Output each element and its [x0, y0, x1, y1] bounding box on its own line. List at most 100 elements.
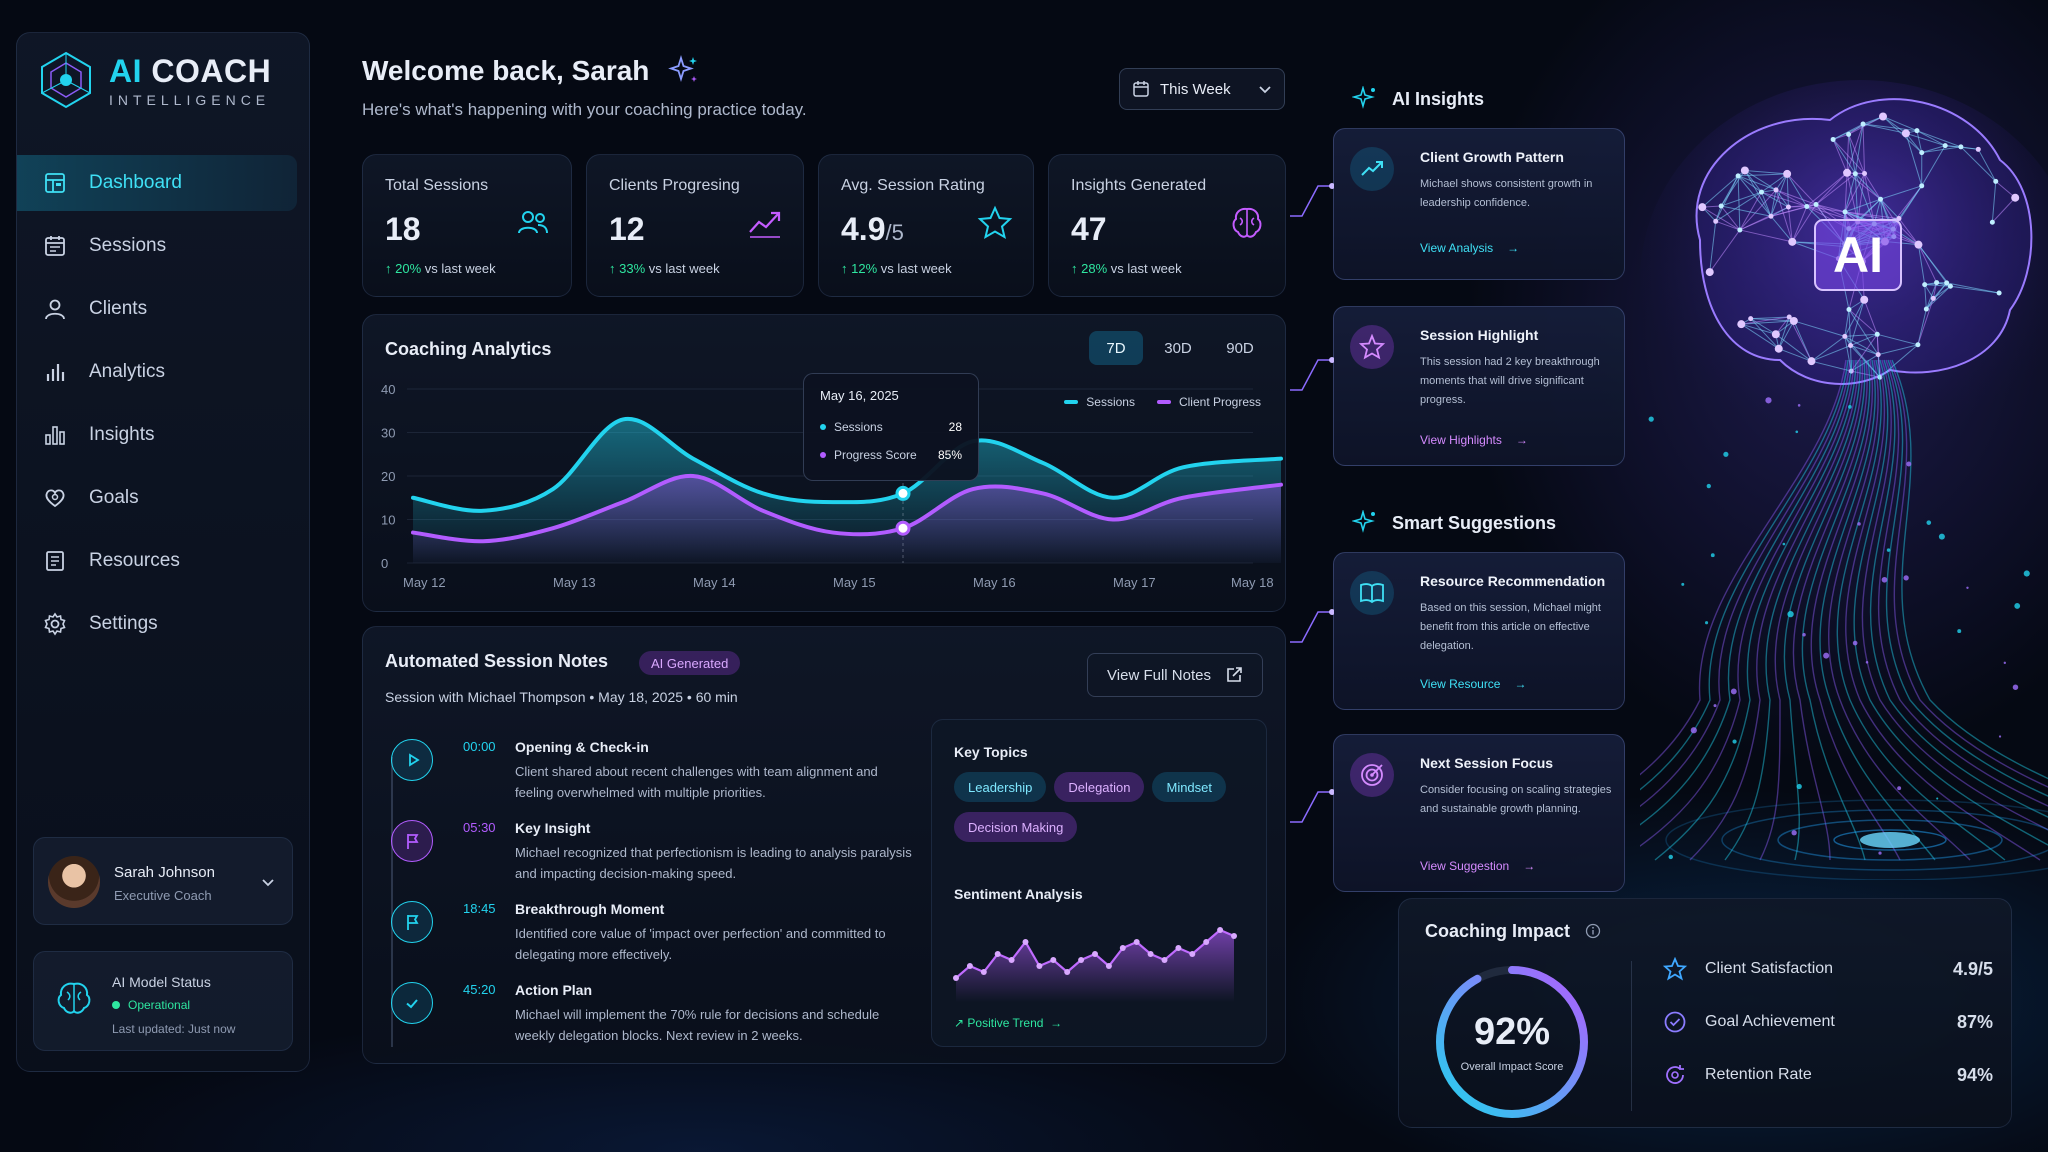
brand-coach: COACH [151, 52, 272, 89]
timeline-item[interactable]: 05:30 Key Insight Michael recognized that … [385, 812, 912, 892]
topic-chip[interactable]: Leadership [954, 772, 1047, 802]
suggestion-card-resource[interactable]: Resource Recommendation Based on this se… [1333, 552, 1625, 710]
card-title: Next Session Focus [1420, 755, 1554, 771]
ai-brain-illustration: AI [1640, 80, 2048, 880]
tab-30d[interactable]: 30D [1164, 339, 1192, 357]
view-suggestion-link[interactable]: View Suggestion → [1420, 859, 1535, 873]
insight-card-session-highlight[interactable]: Session Highlight This session had 2 key… [1333, 306, 1625, 466]
timeline-time: 45:20 [463, 982, 496, 997]
sentiment-point [953, 975, 959, 981]
series-line-client-progress [411, 473, 1283, 544]
topic-chip[interactable]: Mindset [1152, 772, 1227, 802]
tooltip-row: Progress Score 85% [820, 448, 962, 462]
timeline-title: Key Insight [515, 820, 591, 836]
sentiment-point [1147, 951, 1154, 957]
connector-line [1290, 609, 1334, 643]
suggestion-card-next-focus[interactable]: Next Session Focus Consider focusing on … [1333, 734, 1625, 892]
sidebar-item-dashboard[interactable]: Dashboard [17, 155, 297, 211]
star-icon [1663, 957, 1687, 981]
user-icon [45, 299, 65, 320]
link-label: View Resource [1420, 677, 1501, 691]
stat-change-text: vs last week [877, 261, 952, 276]
impact-score-value: 92% [1473, 1011, 1551, 1053]
view-full-notes-button[interactable]: View Full Notes [1087, 653, 1263, 697]
x-tick-label: May 16 [973, 575, 1016, 590]
view-resource-link[interactable]: View Resource → [1420, 677, 1526, 691]
avatar [48, 856, 100, 908]
logo[interactable]: AI COACH INTELLIGENCE [37, 51, 271, 109]
positive-trend-link[interactable]: ↗ Positive Trend → [954, 1016, 1063, 1030]
trend-up-icon [1350, 147, 1394, 191]
timeline-item[interactable]: 45:20 Action Plan Michael will implement t… [385, 974, 905, 1054]
impact-metric: Goal Achievement 87% [1663, 1002, 1993, 1042]
topic-chip[interactable]: Decision Making [954, 812, 1078, 842]
view-highlights-link[interactable]: View Highlights → [1420, 433, 1528, 447]
view-analysis-link[interactable]: View Analysis → [1420, 241, 1519, 255]
ai-generated-badge: AI Generated [639, 651, 741, 675]
stat-card-total-sessions[interactable]: Total Sessions 18 ↑ 20% vs last week [362, 154, 572, 297]
sidebar-item-analytics[interactable]: Analytics [17, 344, 297, 400]
hover-point[interactable] [895, 520, 911, 536]
ai-insights-title: AI Insights [1352, 86, 1484, 112]
card-title: Client Growth Pattern [1420, 149, 1564, 165]
timeline-item[interactable]: 18:45 Breakthrough Moment Identified core … [385, 893, 905, 973]
stat-card-insights-generated[interactable]: Insights Generated 47 ↑ 28% vs last week [1048, 154, 1286, 297]
ai-status-text: Operational [128, 998, 191, 1012]
sidebar-item-resources[interactable]: Resources [17, 533, 297, 589]
sentiment-point [1217, 927, 1224, 933]
sentiment-point [1189, 951, 1196, 957]
analytics-chart: 0 10 20 30 40 May 12 May 13 May 14 May 15 May 16 M… [381, 382, 1283, 590]
flag-icon [391, 820, 433, 862]
chevron-down-icon[interactable] [260, 874, 276, 890]
sentiment-point [1078, 957, 1085, 963]
sidebar-item-sessions[interactable]: Sessions [17, 218, 297, 274]
y-tick-label: 20 [381, 469, 395, 484]
panel-title: Coaching Analytics [385, 339, 552, 359]
legend-label: Client Progress [1178, 395, 1261, 409]
timeline-body: Client shared about recent challenges wi… [515, 764, 878, 800]
trend-up-icon [749, 211, 781, 238]
hover-point[interactable] [895, 485, 911, 501]
brand-name: AI COACH [109, 53, 271, 90]
date-range-value: This Week [1160, 80, 1231, 98]
sidebar-item-insights[interactable]: Insights [17, 407, 297, 463]
ai-status-indicator: Operational [112, 998, 190, 1012]
sidebar-item-label: Resources [89, 550, 180, 571]
user-role: Executive Coach [114, 888, 212, 903]
timeline-body: Identified core value of 'impact over pe… [515, 926, 886, 962]
tab-7d[interactable]: 7D [1089, 331, 1143, 365]
stat-change-value: 12% [851, 261, 878, 276]
x-tick-label: May 18 [1231, 575, 1274, 590]
timeline-body: Michael will implement the 70% rule for … [515, 1007, 880, 1043]
stat-change-text: vs last week [421, 261, 496, 276]
sidebar-item-settings[interactable]: Settings [17, 596, 297, 652]
stat-card-clients-progressing[interactable]: Clients Progresing 12 ↑ 33% vs last week [586, 154, 804, 297]
play-icon [391, 739, 433, 781]
book-icon [46, 551, 64, 571]
stat-card-avg-rating[interactable]: Avg. Session Rating 4.9/5 ↑ 12% vs last … [818, 154, 1034, 297]
brand-tagline: INTELLIGENCE [109, 91, 271, 108]
sentiment-point [1133, 939, 1140, 945]
heart-target-icon [45, 489, 65, 508]
metric-value: 4.9/5 [1952, 958, 1993, 979]
sentiment-point [1105, 963, 1112, 969]
sidebar-item-goals[interactable]: Goals [17, 470, 297, 526]
topic-chip[interactable]: Delegation [1054, 772, 1145, 802]
chevron-down-icon [1259, 86, 1271, 94]
page-title: Welcome back, Sarah [362, 54, 701, 88]
tooltip-label: Progress Score [834, 448, 917, 462]
status-dot [112, 1001, 120, 1009]
section-title-text: AI Insights [1392, 88, 1485, 109]
brand-ai: AI [109, 52, 142, 89]
chart-tooltip: May 16, 2025 Sessions 28 Progress Score 85… [803, 373, 979, 481]
info-icon[interactable] [1585, 923, 1601, 939]
sidebar-item-clients[interactable]: Clients [17, 281, 297, 337]
date-range-select[interactable]: This Week [1119, 68, 1285, 110]
timeline-item[interactable]: 00:00 Opening & Check-in Client shared abo… [385, 731, 905, 811]
coaching-analytics-panel: 0 10 20 30 40 May 12 May 13 May 14 May 15 May 16 M… [362, 314, 1286, 612]
user-profile-card[interactable]: Sarah Johnson Executive Coach [33, 837, 293, 925]
tab-90d[interactable]: 90D [1226, 339, 1254, 357]
insight-card-client-growth[interactable]: Client Growth Pattern Michael shows cons… [1333, 128, 1625, 280]
stat-value-suffix: /5 [885, 220, 904, 245]
y-tick-label: 30 [381, 426, 395, 441]
